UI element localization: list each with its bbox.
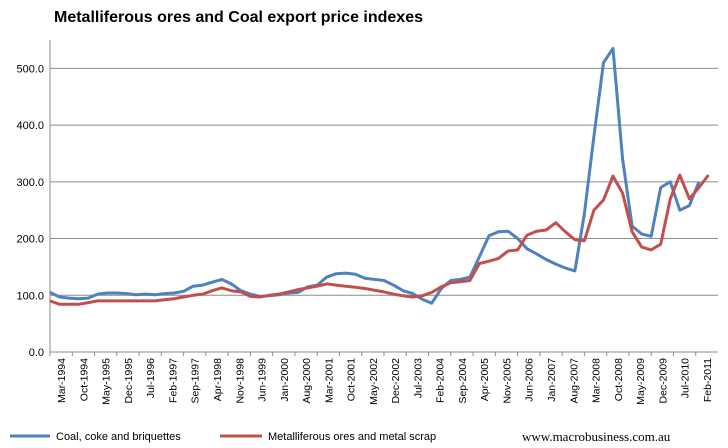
x-tick-label: Jul-2010: [680, 358, 692, 398]
x-tick-label: Aug-2000: [301, 358, 313, 404]
y-tick-label: 500.0: [16, 63, 44, 75]
x-tick-label: May-2002: [368, 358, 380, 405]
x-tick-label: Oct-2008: [613, 358, 625, 401]
legend: Coal, coke and briquettes Metalliferous …: [10, 431, 436, 443]
x-tick-label: Mar-2008: [591, 358, 603, 403]
x-tick-label: Sep-1997: [190, 358, 202, 404]
x-tick-label: Dec-1995: [123, 358, 135, 404]
y-tick-label: 300.0: [16, 177, 44, 189]
legend-label-metal: Metalliferous ores and metal scrap: [268, 431, 436, 443]
x-tick-label: Aug-2007: [568, 358, 580, 404]
x-tick-label: Jun-1999: [257, 358, 269, 402]
x-tick-label: Sep-2004: [457, 358, 469, 404]
x-tick-label: Jul-2003: [412, 358, 424, 398]
x-tick-label: Nov-1998: [234, 358, 246, 404]
x-tick-label: Nov-2005: [501, 358, 513, 404]
x-tick-label: Jul-1996: [145, 358, 157, 398]
series-line-metal: [49, 173, 710, 306]
legend-label-coal: Coal, coke and briquettes: [56, 431, 181, 443]
x-tick-label: Feb-1997: [167, 358, 179, 403]
x-tick-label: Oct-1994: [78, 358, 90, 401]
y-tick-label: 0.0: [29, 347, 44, 359]
y-tick-label: 400.0: [16, 120, 44, 132]
x-tick-label: Mar-2001: [323, 358, 335, 403]
x-tick-label: Apr-1998: [212, 358, 224, 401]
y-axis-ticks: 0.0 100.0 200.0 300.0 400.0 500.0: [16, 63, 44, 359]
x-tick-label: Jan-2007: [546, 358, 558, 402]
x-tick-label: Jun-2006: [524, 358, 536, 402]
chart-title: Metalliferous ores and Coal export price…: [54, 9, 423, 26]
x-tick-label: May-1995: [101, 358, 113, 405]
series-group: [49, 47, 710, 306]
x-tick-label: Mar-1994: [56, 358, 68, 403]
x-tick-label: Feb-2011: [702, 358, 714, 402]
x-tick-label: Dec-2009: [657, 358, 669, 404]
y-tick-label: 200.0: [16, 234, 44, 246]
x-tick-label: Feb-2004: [435, 358, 447, 403]
x-tick-label: Oct-2001: [346, 358, 358, 401]
series-line-coal: [49, 47, 701, 305]
x-tick-label: Dec-2002: [390, 358, 402, 404]
x-tick-label: May-2009: [635, 358, 647, 405]
x-axis-ticks: Mar-1994 Oct-1994 May-1995 Dec-1995 Jul-1996…: [49, 352, 714, 405]
source-label: www.macrobusiness.com.au: [522, 429, 671, 444]
x-tick-label: Jan-2000: [279, 358, 291, 402]
y-tick-label: 100.0: [16, 290, 44, 302]
x-tick-label: Apr-2005: [479, 358, 491, 401]
